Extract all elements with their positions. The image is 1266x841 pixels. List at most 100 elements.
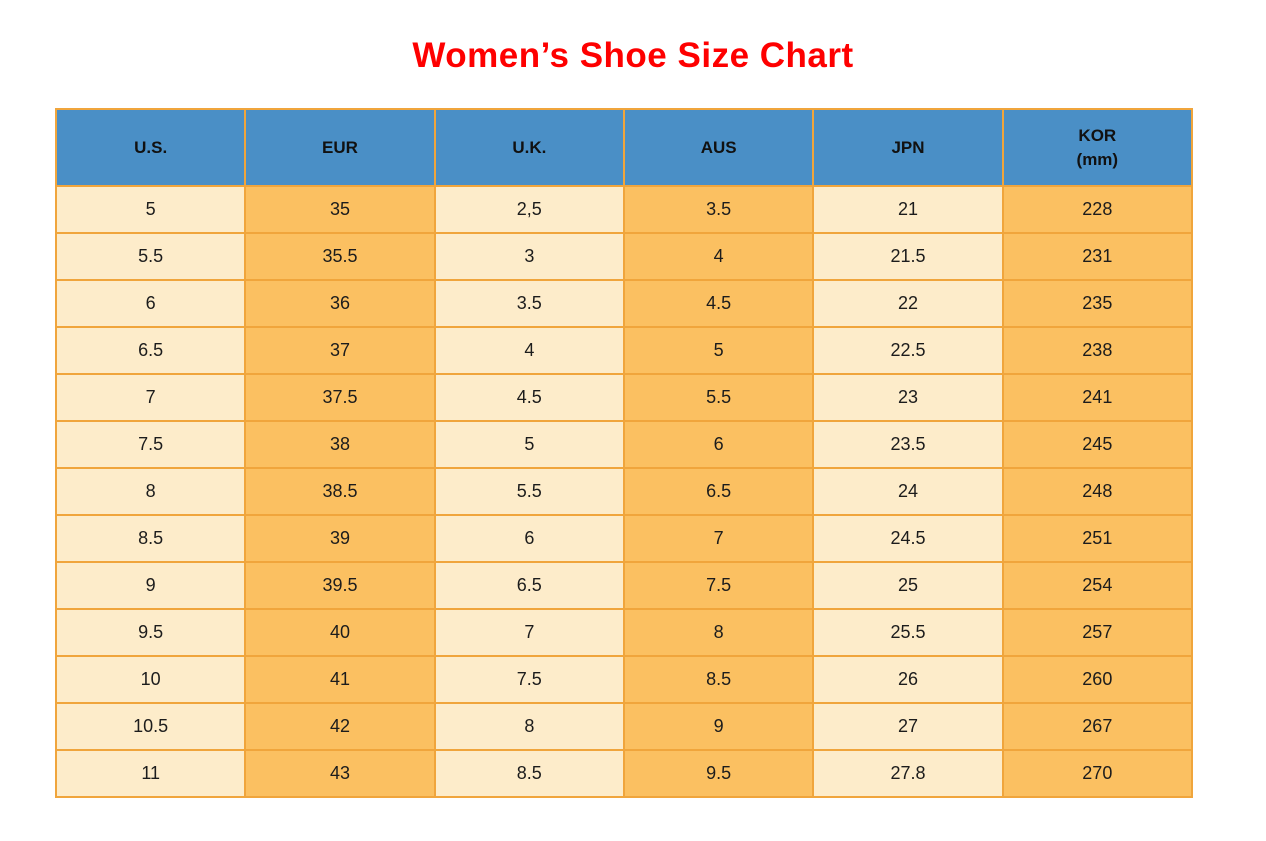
table-cell: 26 [812,655,1004,704]
column-header-eur: EUR [244,108,436,187]
table-row: 10 41 7.5 8.5 26 260 [54,655,1194,704]
table-row: 5 35 2,5 3.5 21 228 [54,185,1194,234]
table-cell: 38 [244,420,436,469]
table-row: 5.5 35.5 3 4 21.5 231 [54,232,1194,281]
table-cell: 2,5 [433,185,625,234]
table-cell: 37.5 [244,373,436,422]
table-cell: 22.5 [812,326,1004,375]
table-header: U.S. EUR U.K. AUS JPN KOR (mm) [54,108,1194,187]
column-header-kor: KOR (mm) [1001,108,1194,187]
table-cell: 3 [433,232,625,281]
table-cell: 9.5 [622,749,815,798]
table-cell: 8 [54,467,247,516]
size-chart-table: U.S. EUR U.K. AUS JPN KOR (mm) 5 35 2,5 … [54,108,1194,798]
table-cell: 7.5 [433,655,625,704]
table-cell: 25.5 [812,608,1004,657]
table-cell: 35 [244,185,436,234]
table-cell: 5.5 [433,467,625,516]
column-header-aus: AUS [622,108,815,187]
table-cell: 3.5 [622,185,815,234]
table-cell: 4.5 [622,279,815,328]
table-cell: 38.5 [244,467,436,516]
table-row: 8 38.5 5.5 6.5 24 248 [54,467,1194,516]
table-cell: 9.5 [54,608,247,657]
table-cell: 5 [54,185,247,234]
table-cell: 4 [433,326,625,375]
table-cell: 23.5 [812,420,1004,469]
table-cell: 241 [1001,373,1194,422]
table-row: 9.5 40 7 8 25.5 257 [54,608,1194,657]
table-row: 9 39.5 6.5 7.5 25 254 [54,561,1194,610]
table-cell: 238 [1001,326,1194,375]
table-cell: 248 [1001,467,1194,516]
table-cell: 6 [622,420,815,469]
table-cell: 8 [433,702,625,751]
column-header-kor-line1: KOR [1078,125,1117,145]
table-cell: 10.5 [54,702,247,751]
table-cell: 4.5 [433,373,625,422]
table-cell: 22 [812,279,1004,328]
table-cell: 4 [622,232,815,281]
table-body: 5 35 2,5 3.5 21 228 5.5 35.5 3 4 21.5 23… [54,185,1194,798]
table-cell: 21.5 [812,232,1004,281]
table-cell: 6.5 [433,561,625,610]
table-row: 7.5 38 5 6 23.5 245 [54,420,1194,469]
column-header-jpn: JPN [812,108,1004,187]
table-cell: 27.8 [812,749,1004,798]
table-cell: 5.5 [54,232,247,281]
table-cell: 8.5 [622,655,815,704]
table-cell: 245 [1001,420,1194,469]
table-cell: 260 [1001,655,1194,704]
table-cell: 35.5 [244,232,436,281]
table-cell: 251 [1001,514,1194,563]
table-cell: 5 [433,420,625,469]
table-cell: 40 [244,608,436,657]
table-row: 7 37.5 4.5 5.5 23 241 [54,373,1194,422]
table-row: 11 43 8.5 9.5 27.8 270 [54,749,1194,798]
table-row: 6.5 37 4 5 22.5 238 [54,326,1194,375]
table-cell: 8 [622,608,815,657]
table-cell: 9 [622,702,815,751]
table-row: 8.5 39 6 7 24.5 251 [54,514,1194,563]
table-cell: 10 [54,655,247,704]
table-cell: 254 [1001,561,1194,610]
table-cell: 39 [244,514,436,563]
table-cell: 11 [54,749,247,798]
table-cell: 270 [1001,749,1194,798]
table-cell: 7 [622,514,815,563]
table-cell: 24.5 [812,514,1004,563]
table-row: 10.5 42 8 9 27 267 [54,702,1194,751]
column-header-uk: U.K. [433,108,625,187]
table-cell: 235 [1001,279,1194,328]
table-cell: 6 [433,514,625,563]
table-cell: 7.5 [54,420,247,469]
column-header-us: U.S. [54,108,247,187]
table-cell: 7 [54,373,247,422]
table-cell: 21 [812,185,1004,234]
table-cell: 25 [812,561,1004,610]
table-cell: 36 [244,279,436,328]
table-cell: 257 [1001,608,1194,657]
table-cell: 39.5 [244,561,436,610]
page-title: Women’s Shoe Size Chart [412,36,854,75]
table-cell: 267 [1001,702,1194,751]
table-cell: 8.5 [433,749,625,798]
table-cell: 6 [54,279,247,328]
table-row: 6 36 3.5 4.5 22 235 [54,279,1194,328]
table-cell: 5.5 [622,373,815,422]
table-cell: 7.5 [622,561,815,610]
table-cell: 41 [244,655,436,704]
table-cell: 9 [54,561,247,610]
table-cell: 3.5 [433,279,625,328]
table-cell: 42 [244,702,436,751]
table-cell: 7 [433,608,625,657]
table-cell: 37 [244,326,436,375]
table-cell: 27 [812,702,1004,751]
table-cell: 24 [812,467,1004,516]
table-cell: 5 [622,326,815,375]
table-cell: 23 [812,373,1004,422]
table-cell: 228 [1001,185,1194,234]
table-cell: 6.5 [622,467,815,516]
table-cell: 43 [244,749,436,798]
table-cell: 8.5 [54,514,247,563]
